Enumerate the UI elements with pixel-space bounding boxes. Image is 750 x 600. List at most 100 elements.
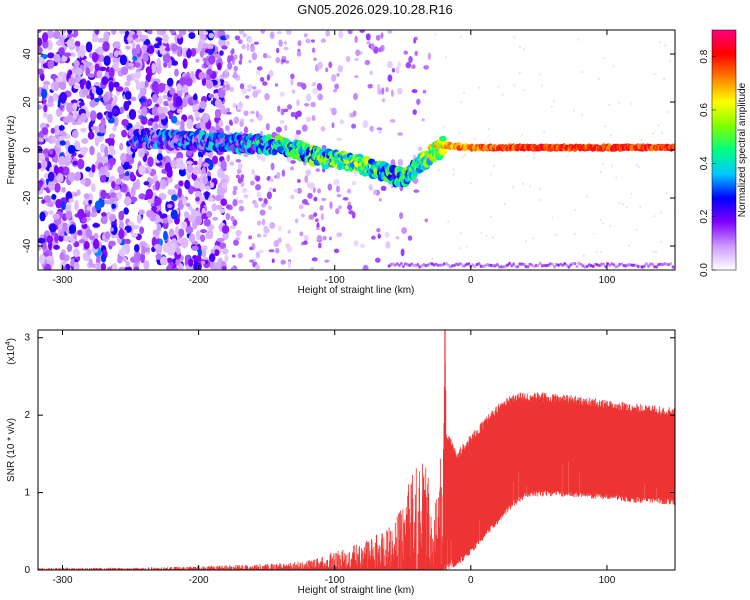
heatmap-cell	[232, 189, 237, 196]
heatmap-cell	[659, 262, 663, 266]
heatmap-cell	[48, 179, 56, 191]
heatmap-cell	[190, 208, 197, 216]
heatmap-cell	[207, 196, 215, 203]
heatmap-cell	[241, 43, 246, 50]
heatmap-cell	[255, 264, 260, 270]
heatmap-cell	[186, 118, 194, 130]
heatmap-cell	[640, 138, 643, 142]
heatmap-cell	[643, 264, 646, 268]
heatmap-cell	[182, 196, 187, 206]
heatmap-cell	[612, 65, 615, 68]
heatmap-cell	[220, 198, 228, 207]
heatmap-cell	[319, 205, 324, 211]
heatmap-cell	[550, 105, 553, 109]
heatmap-cell	[321, 197, 327, 201]
heatmap-cell	[42, 32, 49, 43]
heatmap-cell	[636, 264, 640, 269]
heatmap-cell	[80, 147, 87, 156]
heatmap-cell	[322, 235, 327, 241]
heatmap-cell	[543, 131, 546, 134]
heatmap-cell	[72, 102, 78, 111]
heatmap-cell	[187, 164, 194, 174]
heatmap-cell	[305, 38, 311, 44]
heatmap-cell	[248, 235, 253, 240]
heatmap-cell	[165, 175, 173, 184]
heatmap-cell	[240, 174, 245, 180]
heatmap-cell	[649, 262, 652, 266]
heatmap-cell	[459, 247, 461, 250]
heatmap-cell	[193, 160, 198, 166]
heatmap-cell	[387, 74, 393, 82]
heatmap-cell	[38, 104, 43, 110]
x-tick-label: -300	[52, 575, 72, 586]
heatmap-cell	[246, 88, 252, 92]
heatmap-cell	[438, 168, 441, 172]
heatmap-cell	[262, 81, 268, 86]
heatmap-cell	[375, 34, 381, 41]
heatmap-cell	[135, 178, 140, 187]
heatmap-cell	[52, 92, 58, 102]
heatmap-cell	[400, 248, 405, 257]
heatmap-cell	[287, 229, 291, 234]
heatmap-cell	[347, 30, 353, 35]
heatmap-cell	[582, 254, 585, 257]
heatmap-cell	[395, 262, 399, 266]
heatmap-cell	[397, 132, 403, 136]
heatmap-cell	[124, 171, 130, 177]
heatmap-cell	[320, 38, 327, 43]
heatmap-cell	[131, 224, 140, 230]
heatmap-cell	[305, 116, 312, 123]
heatmap-cell	[592, 232, 595, 235]
heatmap-cell	[352, 110, 357, 117]
heatmap-cell	[241, 87, 247, 95]
heatmap-cell	[176, 157, 184, 164]
heatmap-cell	[452, 173, 455, 176]
heatmap-cell	[119, 221, 125, 229]
heatmap-cell	[403, 50, 409, 55]
heatmap-cell	[412, 109, 417, 116]
heatmap-cell	[214, 108, 222, 119]
heatmap-cell	[653, 265, 656, 269]
heatmap-cell	[325, 30, 331, 37]
heatmap-cell	[123, 207, 129, 215]
heatmap-cell	[274, 175, 278, 179]
heatmap-cell	[651, 132, 654, 135]
heatmap-cell	[369, 70, 373, 76]
spectrogram-xlabel: Height of straight line (km)	[298, 285, 415, 296]
heatmap-cell	[612, 263, 616, 267]
heatmap-cell	[202, 42, 209, 49]
heatmap-cell	[38, 86, 43, 98]
heatmap-cell	[353, 240, 359, 247]
heatmap-cell	[141, 106, 148, 117]
heatmap-cell	[269, 31, 275, 40]
heatmap-cell	[71, 129, 79, 139]
heatmap-cell	[270, 162, 275, 171]
heatmap-cell	[463, 264, 467, 268]
heatmap-cell	[205, 185, 211, 191]
heatmap-cell	[310, 39, 315, 43]
heatmap-cell	[318, 242, 322, 249]
heatmap-cell	[137, 142, 144, 149]
heatmap-cell	[309, 182, 315, 190]
heatmap-cell	[62, 116, 70, 124]
heatmap-cell	[389, 119, 396, 123]
heatmap-cell	[59, 91, 68, 103]
heatmap-cell	[370, 43, 375, 51]
heatmap-cell	[275, 247, 280, 254]
heatmap-cell	[94, 200, 101, 211]
heatmap-cell	[53, 30, 61, 40]
heatmap-cell	[246, 43, 250, 51]
heatmap-cell	[658, 41, 661, 44]
heatmap-cell	[134, 38, 142, 43]
heatmap-cell	[667, 110, 669, 114]
heatmap-cell	[90, 183, 96, 193]
heatmap-cell	[121, 118, 129, 127]
heatmap-cell	[134, 121, 141, 131]
heatmap-cell	[178, 167, 187, 177]
heatmap-cell	[183, 211, 189, 219]
heatmap-cell	[159, 178, 167, 190]
heatmap-cell	[311, 81, 317, 87]
snr-xlabel: Height of straight line (km)	[298, 585, 415, 596]
y-tick-label: 20	[22, 96, 33, 108]
